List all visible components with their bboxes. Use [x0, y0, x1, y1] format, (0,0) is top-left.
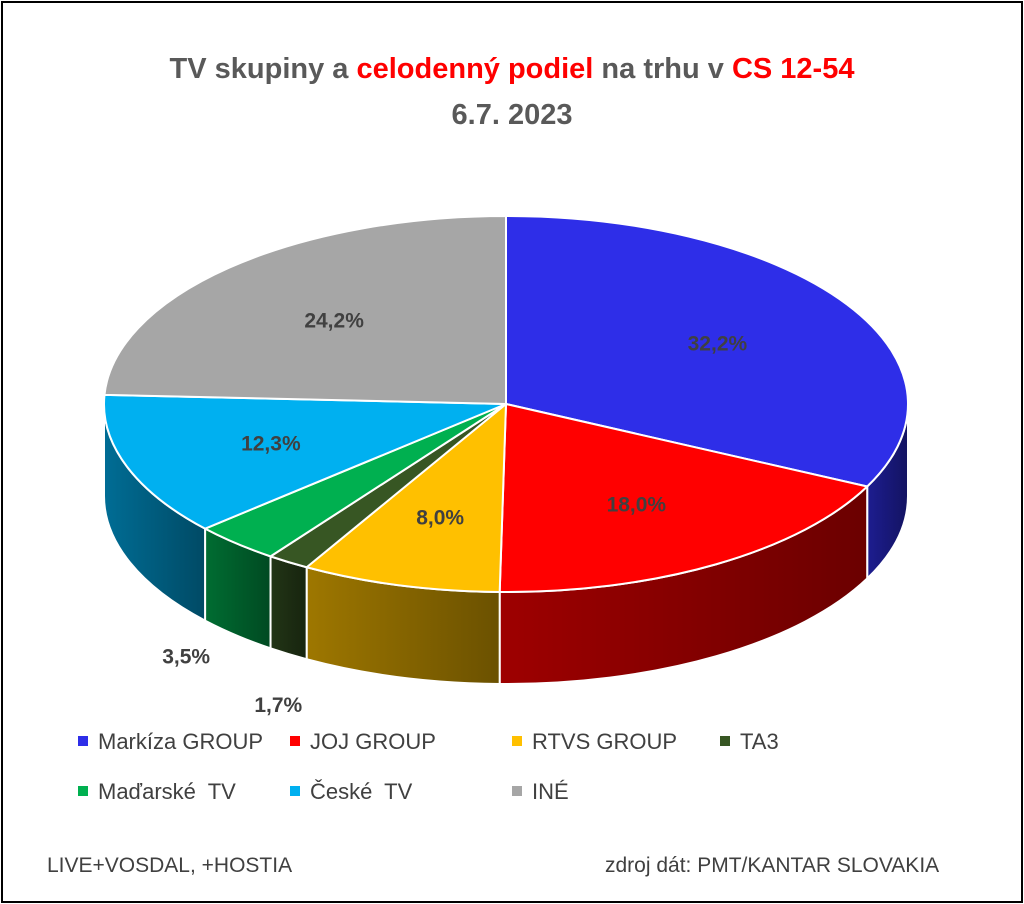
- data-label-0: 32,2%: [688, 332, 748, 355]
- title-date: 6.7. 2023: [451, 99, 573, 131]
- legend-swatch-1: [290, 736, 300, 746]
- legend-label-0: Markíza GROUP: [98, 729, 264, 754]
- legend-item-2: RTVS GROUP: [512, 728, 677, 756]
- title-part2: celodenný podiel: [356, 53, 594, 85]
- legend-label-4: Maďarské TV: [98, 779, 236, 804]
- legend-item-5: České TV: [290, 778, 412, 806]
- legend-label-3: TA3: [740, 729, 779, 754]
- pie-slice-6: [103, 215, 507, 405]
- pie-chart: 32,2% 18,0% 8,0% 1,7% 3,5% 12,3% 24,2%: [103, 215, 909, 717]
- title-part1: TV skupiny a: [169, 53, 357, 85]
- legend-label-6: INÉ: [532, 779, 569, 804]
- title-part4: CS 12-54: [731, 53, 855, 85]
- pie-side-3: [269, 554, 308, 661]
- legend-item-0: Markíza GROUP: [78, 728, 263, 756]
- legend-swatch-3: [720, 736, 730, 746]
- pie-slice-1: [498, 403, 869, 593]
- data-label-1: 18,0%: [607, 493, 667, 516]
- legend-swatch-4: [78, 786, 88, 796]
- data-label-5: 12,3%: [241, 433, 301, 456]
- legend-item-1: JOJ GROUP: [290, 728, 436, 756]
- data-label-6: 24,2%: [304, 310, 364, 333]
- data-label-2: 8,0%: [416, 506, 464, 529]
- legend-item-6: INÉ: [512, 778, 569, 806]
- footer-left: LIVE+VOSDAL, +HOSTIA: [47, 854, 293, 877]
- pie-slice-0: [505, 215, 909, 488]
- legend-swatch-2: [512, 736, 522, 746]
- data-label-3: 1,7%: [254, 694, 302, 717]
- legend-swatch-0: [78, 736, 88, 746]
- legend-label-5: České TV: [310, 779, 413, 804]
- legend-label-2: RTVS GROUP: [532, 729, 678, 754]
- title-part3: na trhu v: [593, 53, 732, 85]
- legend-item-3: TA3: [720, 728, 779, 756]
- legend-item-4: Maďarské TV: [78, 778, 236, 806]
- chart-title: TV skupiny a celodenný podiel na trhu v …: [0, 46, 1024, 138]
- legend-label-1: JOJ GROUP: [310, 729, 436, 754]
- legend-swatch-5: [290, 786, 300, 796]
- legend-swatch-6: [512, 786, 522, 796]
- pie-slice-5: [103, 393, 507, 530]
- pie-slice-2: [305, 403, 507, 593]
- data-label-4: 3,5%: [162, 645, 210, 668]
- legend: Markíza GROUP JOJ GROUP RTVS GROUP TA3 Maďar…: [0, 720, 1024, 820]
- footer-right: zdroj dát: PMT/KANTAR SLOVAKIA: [605, 854, 940, 877]
